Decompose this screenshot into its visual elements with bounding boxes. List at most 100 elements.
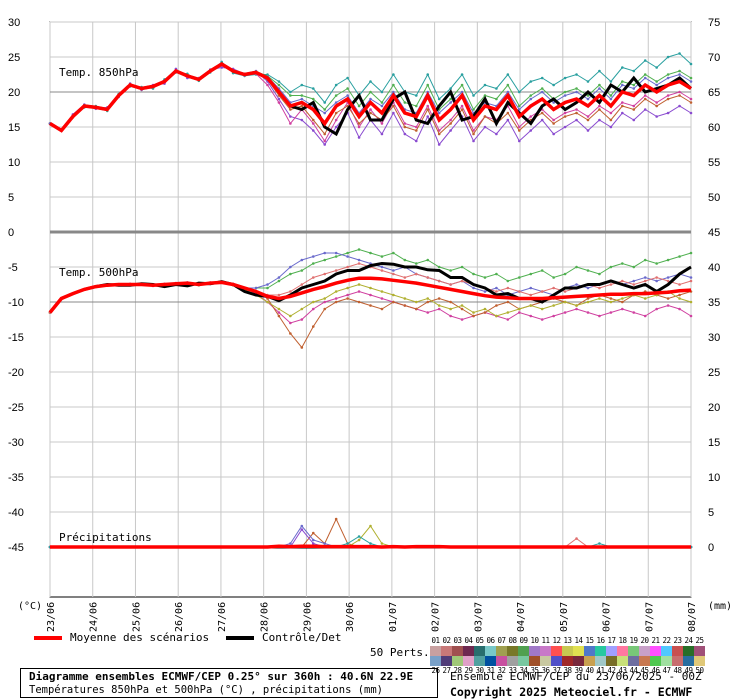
member-point [380, 542, 384, 545]
y-tick-left: 0 [8, 227, 14, 239]
pert-swatch [452, 656, 463, 666]
member-point [689, 314, 693, 318]
member-point [346, 87, 349, 90]
member-point [300, 307, 304, 311]
member-point [403, 297, 407, 300]
mean-line [48, 276, 692, 314]
member-point [449, 118, 452, 122]
member-point [323, 251, 327, 255]
pert-swatch [573, 656, 584, 666]
member-point [311, 325, 315, 328]
member-point [472, 314, 475, 318]
member-point [632, 311, 636, 314]
x-tick-label: 25/06 [131, 602, 142, 632]
member-point [380, 101, 384, 104]
member-point [403, 101, 407, 104]
member-point [506, 73, 510, 76]
pert-swatch [540, 656, 551, 666]
member-point [666, 258, 670, 262]
member-point [414, 272, 418, 276]
perts-label: 50 Perts. [370, 646, 430, 659]
x-tick-label: 29/06 [302, 602, 313, 632]
y-tick-right: 65 [708, 87, 720, 99]
member-point [392, 90, 395, 94]
member-point [575, 90, 578, 94]
panel-label: Temp. 500hPa [59, 266, 138, 279]
member-point [277, 314, 281, 318]
member-point [300, 258, 304, 262]
member-point [323, 258, 327, 262]
pert-number: 14 [574, 636, 583, 645]
member-point [552, 122, 555, 125]
member-point [289, 122, 292, 125]
pert-swatch [584, 656, 595, 666]
member-point [334, 125, 338, 129]
member-point [643, 279, 647, 283]
y-tick-right: 25 [708, 367, 720, 379]
member-point [426, 83, 430, 87]
member-point [689, 251, 693, 255]
member-point [552, 83, 555, 87]
member-point [655, 307, 658, 311]
member-point [609, 94, 613, 97]
pert-number: 32 [497, 666, 506, 675]
x-tick-label: 03/07 [473, 602, 484, 632]
member-point [369, 90, 372, 94]
member-point [678, 255, 681, 258]
member-point [540, 307, 544, 311]
member-point [506, 83, 510, 87]
member-point [357, 300, 361, 304]
member-point [289, 265, 292, 269]
panel-2 [48, 517, 693, 549]
legend-control-swatch [226, 636, 254, 640]
member-point [575, 118, 578, 122]
member-point [632, 104, 636, 108]
member-point [369, 524, 372, 528]
y-tick-left: -35 [8, 472, 24, 484]
pert-number: 45 [640, 666, 649, 675]
pert-number: 08 [508, 636, 517, 645]
member-point [449, 122, 452, 125]
pert-number: 43 [618, 666, 627, 675]
member-point [598, 104, 601, 108]
member-point [369, 80, 372, 83]
pert-swatch [551, 656, 562, 666]
member-point [678, 293, 681, 297]
y-tick-right: 20 [708, 402, 720, 414]
title-box: Diagramme ensembles ECMWF/CEP 0.25° sur … [20, 668, 438, 698]
member-point [334, 251, 338, 255]
member-point [277, 293, 281, 297]
member-point [334, 517, 338, 521]
member-point [323, 307, 327, 311]
member-point [609, 111, 613, 115]
legend-mean-swatch [34, 636, 62, 640]
member-point [586, 269, 590, 272]
member-point [529, 94, 533, 97]
mean-line [49, 61, 692, 133]
member-point [392, 83, 395, 87]
pert-number: 46 [651, 666, 660, 675]
member-point [403, 132, 407, 136]
member-point [323, 300, 327, 304]
y-tick-right: 40 [708, 262, 720, 274]
member-point [632, 87, 636, 90]
member-point [357, 283, 361, 286]
pert-number: 18 [618, 636, 627, 645]
member-point [552, 286, 555, 290]
pert-swatch [595, 646, 606, 656]
pert-swatch [573, 646, 584, 656]
pert-number: 12 [552, 636, 561, 645]
legend-control: Contrôle/Det [226, 631, 341, 645]
member-point [518, 104, 521, 108]
member-point [678, 52, 681, 55]
member-point [495, 272, 498, 276]
pert-swatch [551, 646, 562, 656]
member-point [392, 300, 395, 304]
member-point [655, 279, 658, 283]
pert-swatch [507, 646, 518, 656]
member-point [426, 73, 430, 76]
member-point [563, 111, 567, 115]
member-point [289, 290, 292, 293]
y-tick-right: 30 [708, 332, 720, 344]
member-point [300, 83, 304, 87]
